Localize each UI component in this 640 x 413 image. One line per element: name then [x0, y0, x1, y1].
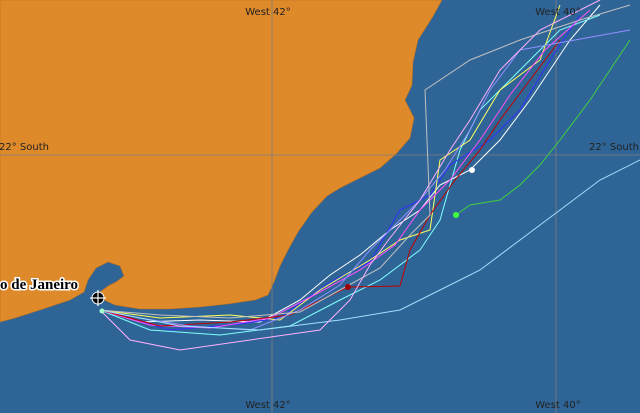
track [99, 39, 561, 327]
track-end [453, 212, 459, 218]
track [99, 159, 640, 331]
track-end [469, 167, 475, 173]
grid-label: West 40° [535, 7, 581, 18]
tracks [99, 0, 640, 351]
track [99, 4, 561, 321]
grid-label: West 42° [245, 400, 291, 411]
grid-label: West 42° [245, 7, 291, 18]
track [99, 0, 601, 351]
track [455, 39, 631, 216]
grid-label: West 40° [535, 400, 581, 411]
track [99, 4, 631, 319]
start [99, 308, 105, 314]
land [0, 0, 443, 323]
track [99, 14, 581, 331]
grid-label: 22° South [0, 142, 49, 153]
city-marker [90, 290, 106, 306]
city-label: o de Janeiro [0, 277, 78, 293]
grid-label: 22° South [589, 142, 639, 153]
track [99, 14, 601, 336]
track-end [345, 284, 351, 290]
